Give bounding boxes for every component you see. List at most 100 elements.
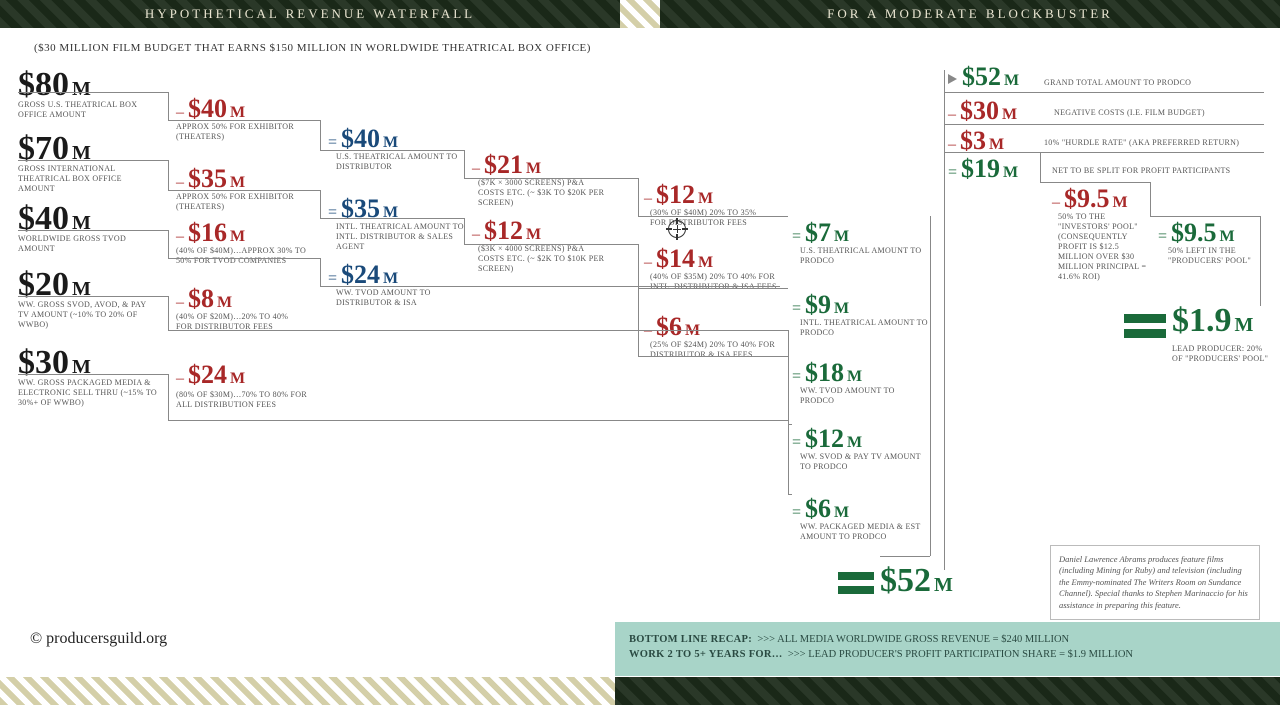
investors-pool-label: 50% TO THE "INVESTORS' POOL" (CONSEQUENT…: [1058, 212, 1153, 282]
flow-line: [168, 296, 169, 330]
recap-t2: WORK 2 TO 5+ YEARS FOR…: [629, 649, 783, 660]
ded-pkg: – $24M: [176, 360, 245, 390]
flow-line: [880, 556, 930, 557]
final-label: LEAD PRODUCER: 20% OF "PRODUCERS' POOL": [1172, 344, 1272, 364]
fee-us: – $12M: [644, 180, 713, 210]
pa-us-label: ($7K × 3000 SCREENS) P&A COSTS ETC. (~ $…: [478, 178, 608, 208]
fee-us-label: (30% OF $40M) 20% TO 35% FOR DISTRIBUTOR…: [650, 208, 770, 228]
flow-line: [788, 330, 789, 424]
flow-line: [464, 150, 465, 178]
net-split-label: NET TO BE SPLIT FOR PROFIT PARTICIPANTS: [1052, 166, 1230, 176]
src-intl-bo: $70M: [18, 130, 91, 168]
flow-line: [464, 178, 638, 179]
dist-tvod-label: WW. TVOD AMOUNT TO DISTRIBUTOR & ISA: [336, 288, 466, 308]
banner-ornament: [620, 0, 660, 28]
prodco-us-label: U.S. THEATRICAL AMOUNT TO PRODCO: [800, 246, 930, 266]
ded-exhib-intl-label: APPROX 50% FOR EXHIBITOR (THEATERS): [176, 192, 306, 212]
flow-line: [168, 120, 320, 121]
flow-line: [320, 258, 321, 286]
title-banner: HYPOTHETICAL REVENUE WATERFALL FOR A MOD…: [0, 0, 1280, 28]
flow-line: [788, 494, 792, 495]
flow-line: [168, 374, 169, 420]
copyright: © producersguild.org: [30, 630, 167, 648]
flow-line: [168, 160, 169, 190]
fee-tvod-label: (25% OF $24M) 20% TO 40% FOR DISTRIBUTOR…: [650, 340, 780, 360]
ded-tvod-label: (40% OF $40M)…APPROX 30% TO 50% FOR TVOD…: [176, 246, 316, 266]
flow-line: [944, 92, 1264, 93]
neg-cost-label: NEGATIVE COSTS (I.E. FILM BUDGET): [1054, 108, 1205, 118]
investors-pool: – $9.5M: [1052, 184, 1128, 214]
flow-line: [944, 124, 1264, 125]
flow-line: [638, 216, 788, 217]
flow-line: [168, 330, 788, 331]
fee-tvod: – $6M: [644, 312, 700, 342]
src-us-bo: $80M: [18, 66, 91, 104]
recap-t1: BOTTOM LINE RECAP:: [629, 634, 752, 645]
equals-icon: [1124, 314, 1166, 344]
final-lead-producer: $1.9M: [1172, 302, 1253, 340]
recap-panel: BOTTOM LINE RECAP: >>> ALL MEDIA WORLDWI…: [615, 622, 1280, 676]
flow-line: [168, 190, 320, 191]
src-us-bo-label: GROSS U.S. THEATRICAL BOX OFFICE AMOUNT: [18, 100, 148, 120]
src-svod: $20M: [18, 266, 91, 304]
prodco-tvod-label: WW. TVOD AMOUNT TO PRODCO: [800, 386, 930, 406]
flow-line: [944, 152, 1264, 153]
ded-tvod: – $16M: [176, 218, 245, 248]
flow-line: [18, 160, 168, 161]
src-pkg: $30M: [18, 344, 91, 382]
ded-exhib-us-label: APPROX 50% FOR EXHIBITOR (THEATERS): [176, 122, 306, 142]
prodco-intl-label: INTL. THEATRICAL AMOUNT TO PRODCO: [800, 318, 930, 338]
dist-intl: = $35M: [328, 194, 398, 224]
footer-banner: [0, 677, 1280, 705]
subtotal: $52M: [880, 562, 953, 600]
flow-line: [18, 374, 168, 375]
flow-line: [168, 420, 788, 421]
ded-svod: – $8M: [176, 284, 232, 314]
recap-v1: >>> ALL MEDIA WORLDWIDE GROSS REVENUE = …: [757, 634, 1069, 645]
prodco-pkg: = $6M: [792, 494, 849, 524]
grand-total-label: GRAND TOTAL AMOUNT TO PRODCO: [1044, 78, 1191, 88]
src-tvod-label: WORLDWIDE GROSS TVOD AMOUNT: [18, 234, 148, 254]
flow-line: [788, 420, 789, 494]
recap-v2: >>> LEAD PRODUCER'S PROFIT PARTICIPATION…: [788, 649, 1133, 660]
flow-line: [168, 92, 169, 120]
flow-line: [320, 150, 464, 151]
flow-line: [18, 230, 168, 231]
flow-line: [1040, 182, 1150, 183]
arrow-icon: [948, 74, 957, 84]
prodco-tvod: = $18M: [792, 358, 862, 388]
flow-line: [944, 70, 945, 570]
flow-line: [638, 288, 788, 289]
ded-svod-label: (40% OF $20M)…20% TO 40% FOR DISTRIBUTOR…: [176, 312, 306, 332]
flow-line: [320, 286, 780, 287]
prodco-svod-label: WW. SVOD & PAY TV AMOUNT TO PRODCO: [800, 452, 930, 472]
flow-line: [930, 216, 931, 556]
src-tvod: $40M: [18, 200, 91, 238]
flow-line: [638, 356, 788, 357]
banner-ornament: [0, 677, 615, 705]
fee-intl: – $14M: [644, 244, 713, 274]
flow-line: [638, 286, 639, 356]
flow-line: [1040, 152, 1041, 182]
flow-line: [464, 218, 465, 244]
fee-intl-label: (40% OF $35M) 20% TO 40% FOR INTL. DISTR…: [650, 272, 780, 292]
neg-cost: – $30M: [948, 96, 1017, 126]
equals-icon: [838, 572, 874, 600]
src-pkg-label: WW. GROSS PACKAGED MEDIA & ELECTRONIC SE…: [18, 378, 163, 408]
title-right: FOR A MODERATE BLOCKBUSTER: [660, 0, 1280, 28]
flow-line: [1260, 216, 1261, 306]
flow-line: [320, 120, 321, 150]
grand-total: $52M: [962, 62, 1019, 92]
prodco-svod: = $12M: [792, 424, 862, 454]
net-split: = $19M: [948, 154, 1018, 184]
flow-line: [638, 244, 639, 288]
title-left: HYPOTHETICAL REVENUE WATERFALL: [0, 0, 620, 28]
dist-intl-label: INTL. THEATRICAL AMOUNT TO INTL. DISTRIB…: [336, 222, 466, 252]
flow-line: [168, 258, 320, 259]
flow-line: [18, 296, 168, 297]
flow-line: [168, 230, 169, 258]
pa-intl-label: ($3K × 4000 SCREENS) P&A COSTS ETC. (~ $…: [478, 244, 608, 274]
src-intl-bo-label: GROSS INTERNATIONAL THEATRICAL BOX OFFIC…: [18, 164, 148, 194]
flow-line: [320, 218, 464, 219]
flow-line: [320, 190, 321, 218]
